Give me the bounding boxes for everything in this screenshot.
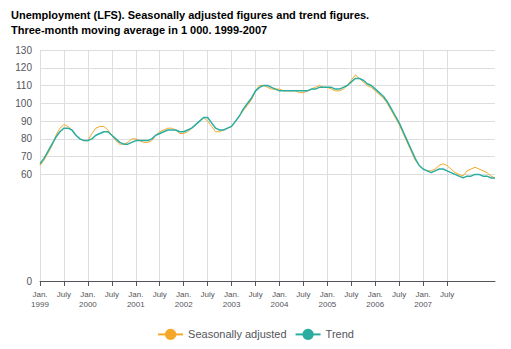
svg-text:Jan.: Jan. [320,290,335,299]
svg-text:2003: 2003 [223,300,241,309]
svg-text:Unemployment (LFS). Seasonally: Unemployment (LFS). Seasonally adjusted … [11,9,369,21]
svg-text:July: July [344,290,358,299]
svg-text:July: July [296,290,310,299]
svg-text:Jan.: Jan. [416,290,431,299]
svg-text:Jan.: Jan. [224,290,239,299]
svg-text:2004: 2004 [271,300,289,309]
svg-text:1999: 1999 [31,300,49,309]
svg-text:60: 60 [21,169,33,180]
svg-text:Jan.: Jan. [272,290,287,299]
svg-text:100: 100 [15,98,32,109]
svg-text:2000: 2000 [79,300,97,309]
svg-text:90: 90 [21,116,33,127]
svg-text:Jan.: Jan. [80,290,95,299]
svg-text:80: 80 [21,133,33,144]
svg-text:Jan.: Jan. [368,290,383,299]
svg-text:Jan.: Jan. [32,290,47,299]
svg-text:110: 110 [16,80,32,91]
svg-text:70: 70 [21,151,33,162]
svg-text:July: July [392,290,406,299]
svg-text:July: July [57,290,71,299]
svg-text:0: 0 [26,276,32,287]
svg-text:July: July [105,290,119,299]
svg-text:2002: 2002 [175,300,193,309]
svg-text:July: July [440,290,454,299]
svg-text:July: July [201,290,215,299]
svg-text:2001: 2001 [127,300,145,309]
svg-text:2007: 2007 [414,300,432,309]
svg-text:Three-month moving average in: Three-month moving average in 1 000. 199… [11,24,267,36]
svg-text:July: July [153,290,167,299]
svg-text:Jan.: Jan. [128,290,143,299]
svg-text:Jan.: Jan. [176,290,191,299]
svg-text:120: 120 [15,62,32,73]
svg-text:July: July [248,290,262,299]
svg-text:130: 130 [15,45,32,56]
svg-text:Seasonally adjusted: Seasonally adjusted [188,328,286,340]
svg-text:2006: 2006 [366,300,384,309]
svg-text:Trend: Trend [326,328,354,340]
svg-text:2005: 2005 [318,300,336,309]
